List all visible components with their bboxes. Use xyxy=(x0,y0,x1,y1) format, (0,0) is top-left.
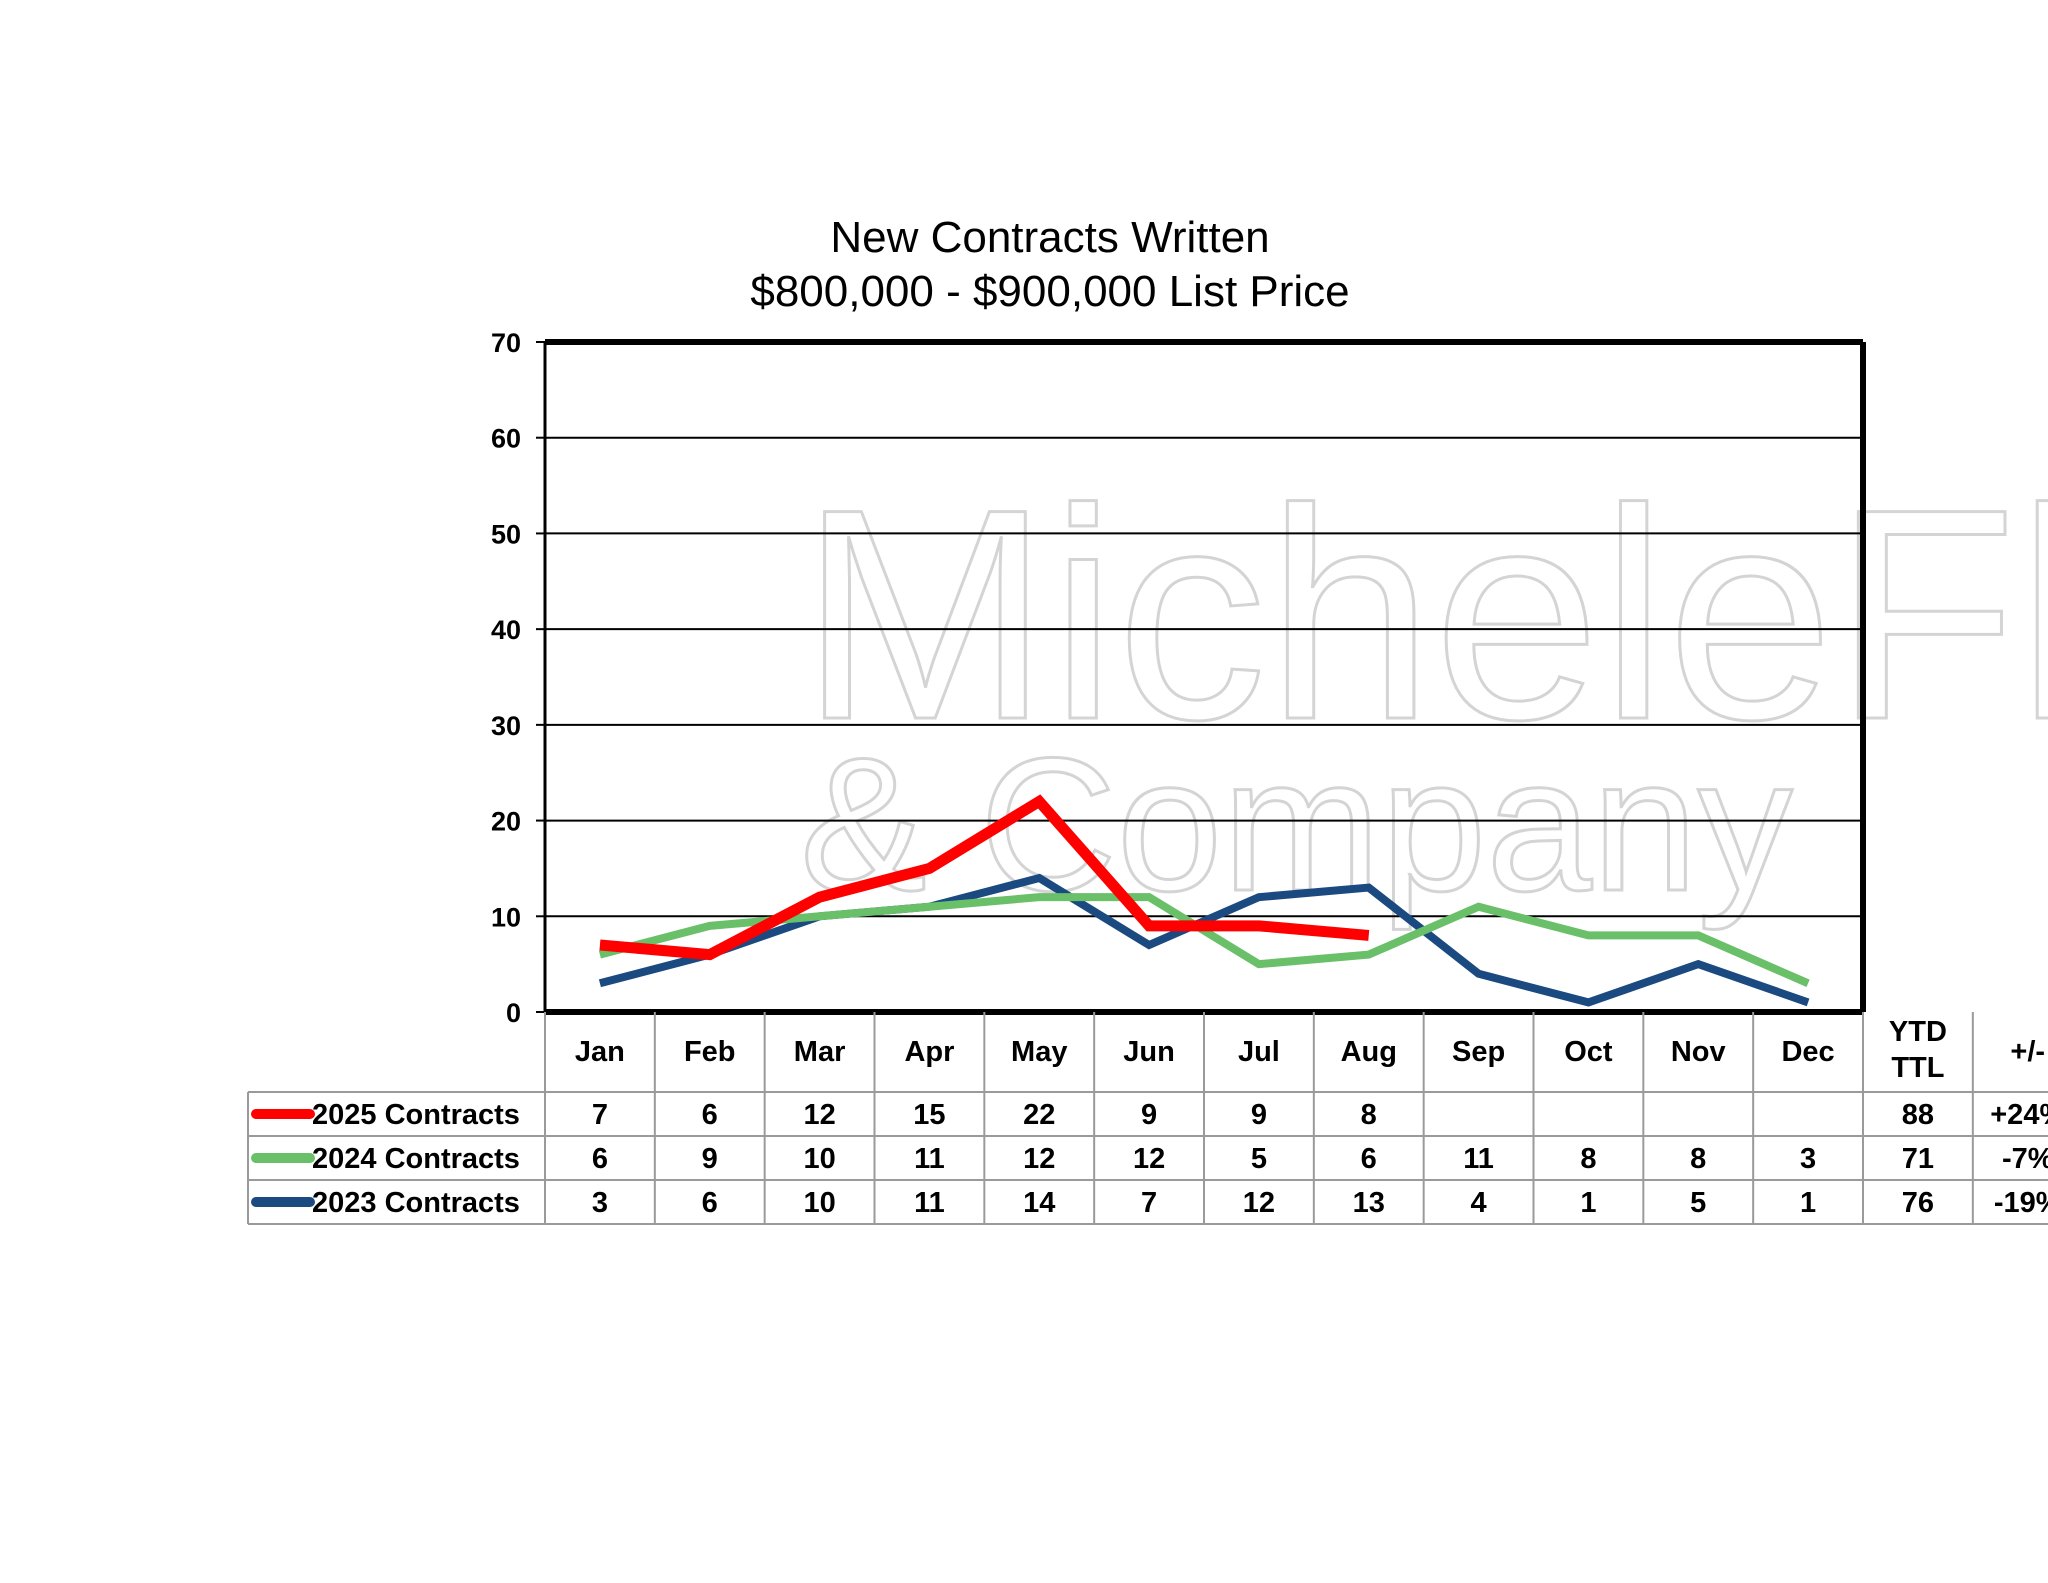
x-tick-label: Aug xyxy=(1341,1036,1397,1068)
table-cell: 6 xyxy=(702,1099,718,1131)
watermark-logo: MicheleFlory & Company xyxy=(799,445,2048,933)
table-cell: 8 xyxy=(1690,1143,1706,1175)
table-cell: 22 xyxy=(1023,1099,1055,1131)
table-cell-ytd: 71 xyxy=(1902,1143,1934,1175)
table-cell: 9 xyxy=(702,1143,718,1175)
table-cell: 14 xyxy=(1023,1187,1055,1219)
y-tick-label: 30 xyxy=(491,711,521,741)
chart-subtitle: $800,000 - $900,000 List Price xyxy=(750,267,1349,316)
x-tick-label: Jul xyxy=(1238,1036,1280,1068)
table-cell: 10 xyxy=(803,1187,835,1219)
table-cell-change: -19% xyxy=(1994,1187,2048,1219)
table-cell: 7 xyxy=(1141,1187,1157,1219)
table-cell-ytd: 88 xyxy=(1902,1099,1934,1131)
data-table: Jan Feb Mar Apr May Jun Jul Aug Sep Oct Nov Dec YTD T… xyxy=(247,1012,2048,1225)
y-tick-label: 60 xyxy=(491,424,521,454)
table-cell: 15 xyxy=(913,1099,945,1131)
table-cell: 6 xyxy=(592,1143,608,1175)
x-tick-label: Feb xyxy=(684,1036,736,1068)
table-cell: 11 xyxy=(914,1143,945,1175)
table-cell: 9 xyxy=(1141,1099,1157,1131)
series-lines xyxy=(598,794,1810,1007)
table-header-change: +/- xyxy=(2010,1036,2045,1068)
x-tick-label: Mar xyxy=(794,1036,846,1068)
x-tick-label: Jun xyxy=(1123,1036,1175,1068)
watermark-name: MicheleFlory xyxy=(800,446,2048,784)
table-cell: 12 xyxy=(1133,1143,1165,1175)
table-cell: 11 xyxy=(914,1187,945,1219)
x-tick-label: Jan xyxy=(575,1036,625,1068)
x-tick-label: May xyxy=(1011,1036,1067,1068)
y-tick-label: 20 xyxy=(491,807,521,837)
table-cell: 6 xyxy=(1361,1143,1377,1175)
x-tick-label: Nov xyxy=(1671,1036,1726,1068)
table-cell: 11 xyxy=(1463,1143,1494,1175)
table-cell-change: +24% xyxy=(1990,1099,2048,1131)
table-header-ytd: YTD xyxy=(1889,1016,1947,1048)
table-cell: 6 xyxy=(702,1187,718,1219)
table-cell: 1 xyxy=(1800,1187,1816,1219)
table-cell: 12 xyxy=(1023,1143,1055,1175)
y-tick-label: 40 xyxy=(491,615,521,645)
table-cell: 4 xyxy=(1471,1187,1487,1219)
chart-title: New Contracts Written xyxy=(830,213,1269,262)
table-header-ytd: TTL xyxy=(1891,1052,1944,1084)
table-cell: 5 xyxy=(1251,1143,1267,1175)
legend-label: 2025 Contracts xyxy=(312,1099,520,1131)
table-cell: 10 xyxy=(803,1143,835,1175)
table-cell-change: -7% xyxy=(2002,1143,2048,1175)
legend-label: 2024 Contracts xyxy=(312,1143,520,1175)
x-tick-label: Dec xyxy=(1781,1036,1834,1068)
y-tick-label: 0 xyxy=(506,998,521,1028)
y-tick-label: 70 xyxy=(491,328,521,358)
y-axis-ticks: 0 10 20 30 40 50 60 70 xyxy=(491,328,545,1028)
table-cell: 7 xyxy=(592,1099,608,1131)
table-cell: 9 xyxy=(1251,1099,1267,1131)
table-cell: 8 xyxy=(1580,1143,1596,1175)
gridlines xyxy=(545,436,1863,918)
table-cell: 12 xyxy=(803,1099,835,1131)
table-cell: 3 xyxy=(592,1187,608,1219)
y-tick-label: 10 xyxy=(491,902,521,932)
series-line xyxy=(599,794,1370,961)
y-tick-label: 50 xyxy=(491,519,521,549)
table-cell: 3 xyxy=(1800,1143,1816,1175)
table-cell: 13 xyxy=(1353,1187,1385,1219)
table-cell: 12 xyxy=(1243,1187,1275,1219)
table-cell: 8 xyxy=(1361,1099,1377,1131)
table-cell: 5 xyxy=(1690,1187,1706,1219)
x-tick-label: Apr xyxy=(904,1036,954,1068)
legend-label: 2023 Contracts xyxy=(312,1187,520,1219)
x-tick-label: Oct xyxy=(1564,1036,1613,1068)
table-cell: 1 xyxy=(1580,1187,1596,1219)
x-tick-label: Sep xyxy=(1452,1036,1505,1068)
table-cell-ytd: 76 xyxy=(1902,1187,1934,1219)
